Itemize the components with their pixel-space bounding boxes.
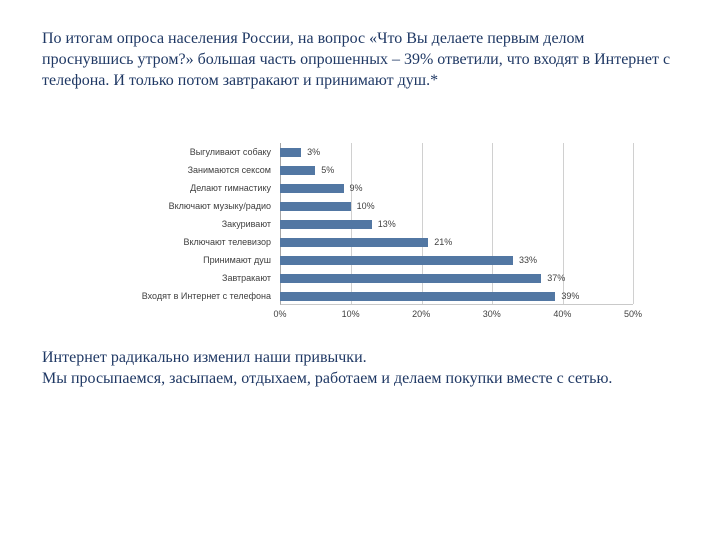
bar <box>280 201 351 211</box>
bar-track: 10% <box>280 197 633 215</box>
category-label: Выгуливают собаку <box>189 147 271 158</box>
gridline <box>421 143 423 305</box>
intro-paragraph: По итогам опроса населения России, на во… <box>42 30 671 90</box>
chart-row: Закуривают 13% <box>85 215 633 233</box>
bar-value-label: 33% <box>518 255 537 266</box>
gridline <box>633 143 634 305</box>
category-label: Закуривают <box>221 219 271 230</box>
bar-value-label: 10% <box>356 201 375 212</box>
bar <box>280 237 429 247</box>
bar-track: 33% <box>280 251 633 269</box>
bar <box>280 183 344 193</box>
x-axis-tick-label: 20% <box>412 309 431 320</box>
bar <box>280 147 302 157</box>
category-label: Включают музыку/радио <box>168 201 271 212</box>
chart-row: Входят в Интернет с телефона 39% <box>85 287 633 305</box>
bar-track: 9% <box>280 179 633 197</box>
category-label: Входят в Интернет с телефона <box>141 291 271 302</box>
bar-value-label: 9% <box>349 183 363 194</box>
outro-line-2: Мы просыпаемся, засыпаем, отдыхаем, рабо… <box>42 370 613 388</box>
chart-row: Принимают душ 33% <box>85 251 633 269</box>
chart-row: Выгуливают собаку 3% <box>85 143 633 161</box>
bar <box>280 291 556 301</box>
category-label: Завтракают <box>222 273 271 284</box>
outro-paragraph: Интернет радикально изменил наши привычк… <box>42 347 678 389</box>
bar <box>280 255 513 265</box>
x-axis-tick-label: 10% <box>341 309 360 320</box>
chart-row: Завтракают 37% <box>85 269 633 287</box>
bar-value-label: 3% <box>307 147 321 158</box>
bar-value-label: 37% <box>547 273 566 284</box>
bar-track: 39% <box>280 287 633 305</box>
category-label: Принимают душ <box>203 255 271 266</box>
x-axis-tick-label: 40% <box>553 309 572 320</box>
bar-value-label: 39% <box>561 291 580 302</box>
gridline <box>492 143 494 305</box>
outro-line-1: Интернет радикально изменил наши привычк… <box>42 349 367 367</box>
category-label: Занимаются сексом <box>187 165 271 176</box>
category-label: Делают гимнастику <box>190 183 271 194</box>
chart-row: Занимаются сексом 5% <box>85 161 633 179</box>
x-axis-tick-label: 0% <box>273 309 287 320</box>
chart-row: Включают телевизор 21% <box>85 233 633 251</box>
bar-track: 21% <box>280 233 633 251</box>
bar-track: 3% <box>280 143 633 161</box>
bar-track: 13% <box>280 215 633 233</box>
chart-row: Включают музыку/радио 10% <box>85 197 633 215</box>
bar-chart: Выгуливают собаку 3% Занимаются сексом 5% Де… <box>85 143 642 321</box>
bar-track: 5% <box>280 161 633 179</box>
category-label: Включают телевизор <box>183 237 271 248</box>
bar-value-label: 5% <box>321 165 335 176</box>
chart-x-axis: 0% 10% 20% 30% 40% 50% <box>273 305 642 321</box>
gridline <box>562 143 564 305</box>
chart-plot-area: Выгуливают собаку 3% Занимаются сексом 5% Де… <box>85 143 634 306</box>
x-axis-tick-label: 30% <box>482 309 501 320</box>
bar <box>280 219 372 229</box>
x-axis-tick-label: 50% <box>623 309 643 320</box>
chart-row: Делают гимнастику 9% <box>85 179 633 197</box>
bar-value-label: 13% <box>377 219 396 230</box>
bar-value-label: 21% <box>434 237 453 248</box>
bar-track: 37% <box>280 269 633 287</box>
bar <box>280 273 542 283</box>
bar <box>280 165 316 175</box>
